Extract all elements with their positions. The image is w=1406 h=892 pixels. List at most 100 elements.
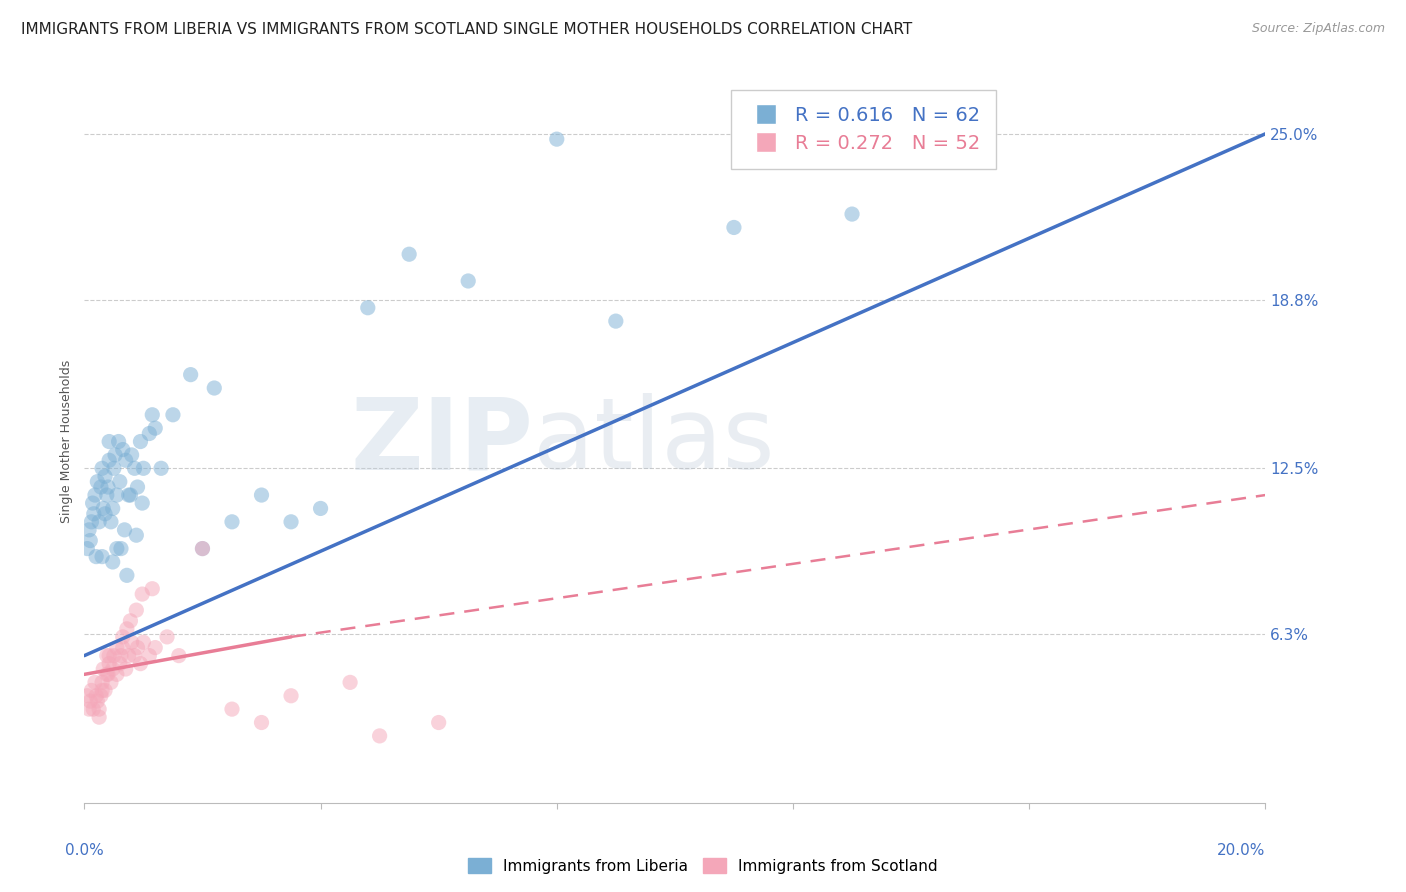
Point [124,461,146,475]
Point [82,496,104,510]
Y-axis label: Single Mother Households: Single Mother Households [60,359,73,524]
Point [98,434,121,449]
Point [79,533,101,548]
Point [91,501,114,516]
Point [108,475,131,489]
Point [94,683,117,698]
Point [91,683,114,698]
Legend: Immigrants from Liberia, Immigrants from Scotland: Immigrants from Liberia, Immigrants from… [461,852,945,880]
Point [250,715,273,730]
Point [86,694,108,708]
Point [104,448,127,462]
Point [111,442,134,457]
Point [250,488,273,502]
Point [108,657,131,671]
Text: Source: ZipAtlas.com: Source: ZipAtlas.com [1251,22,1385,36]
Text: 0.0%: 0.0% [65,843,104,858]
Point [118,488,141,502]
Point [125,603,148,617]
Point [87,710,111,724]
Point [221,515,243,529]
Point [339,675,361,690]
Point [191,541,214,556]
Point [202,381,225,395]
Point [132,461,155,475]
Text: IMMIGRANTS FROM LIBERIA VS IMMIGRANTS FROM SCOTLAND SINGLE MOTHER HOUSEHOLDS COR: IMMIGRANTS FROM LIBERIA VS IMMIGRANTS FR… [21,22,912,37]
Point [101,555,124,569]
Point [96,648,118,663]
Point [79,694,101,708]
Point [105,541,128,556]
Text: ZIP: ZIP [350,393,533,490]
Point [87,515,111,529]
Text: atlas: atlas [533,393,775,490]
Point [162,408,184,422]
Point [114,453,136,467]
Point [180,368,202,382]
Point [120,614,142,628]
Point [76,541,98,556]
Point [723,220,745,235]
Point [156,630,179,644]
Point [98,657,121,671]
Point [100,515,122,529]
Point [82,702,104,716]
Point [280,689,302,703]
Point [841,207,863,221]
Point [127,480,149,494]
Point [357,301,380,315]
Point [114,662,136,676]
Point [121,448,143,462]
Point [91,461,114,475]
Point [546,132,568,146]
Point [91,549,114,564]
Point [101,501,124,516]
Point [91,662,114,676]
Point [131,496,153,510]
Point [131,587,153,601]
Point [398,247,420,261]
Point [121,635,143,649]
Point [84,689,107,703]
Point [141,408,163,422]
Point [96,488,118,502]
Point [90,689,112,703]
Point [105,640,128,655]
Point [80,515,103,529]
Point [94,469,117,483]
Point [138,426,160,441]
Point [105,488,128,502]
Point [132,635,155,649]
Point [98,453,121,467]
Point [221,702,243,716]
Point [91,675,114,690]
Point [111,630,134,644]
Point [97,667,120,681]
Point [368,729,391,743]
Point [77,702,100,716]
Point [77,523,100,537]
Point [110,648,132,663]
Text: 20.0%: 20.0% [1218,843,1265,858]
Point [115,568,138,582]
Point [98,648,121,663]
Point [101,662,124,676]
Point [111,640,134,655]
Point [94,507,117,521]
Point [141,582,163,596]
Point [107,434,129,449]
Point [84,488,107,502]
Legend: R = 0.616   N = 62, R = 0.272   N = 52: R = 0.616 N = 62, R = 0.272 N = 52 [731,90,995,169]
Point [114,523,136,537]
Point [86,475,108,489]
Point [150,461,173,475]
Point [120,488,142,502]
Point [103,461,125,475]
Point [105,667,128,681]
Point [457,274,479,288]
Point [80,683,103,698]
Point [138,648,160,663]
Point [280,515,302,529]
Point [118,648,141,663]
Point [97,480,120,494]
